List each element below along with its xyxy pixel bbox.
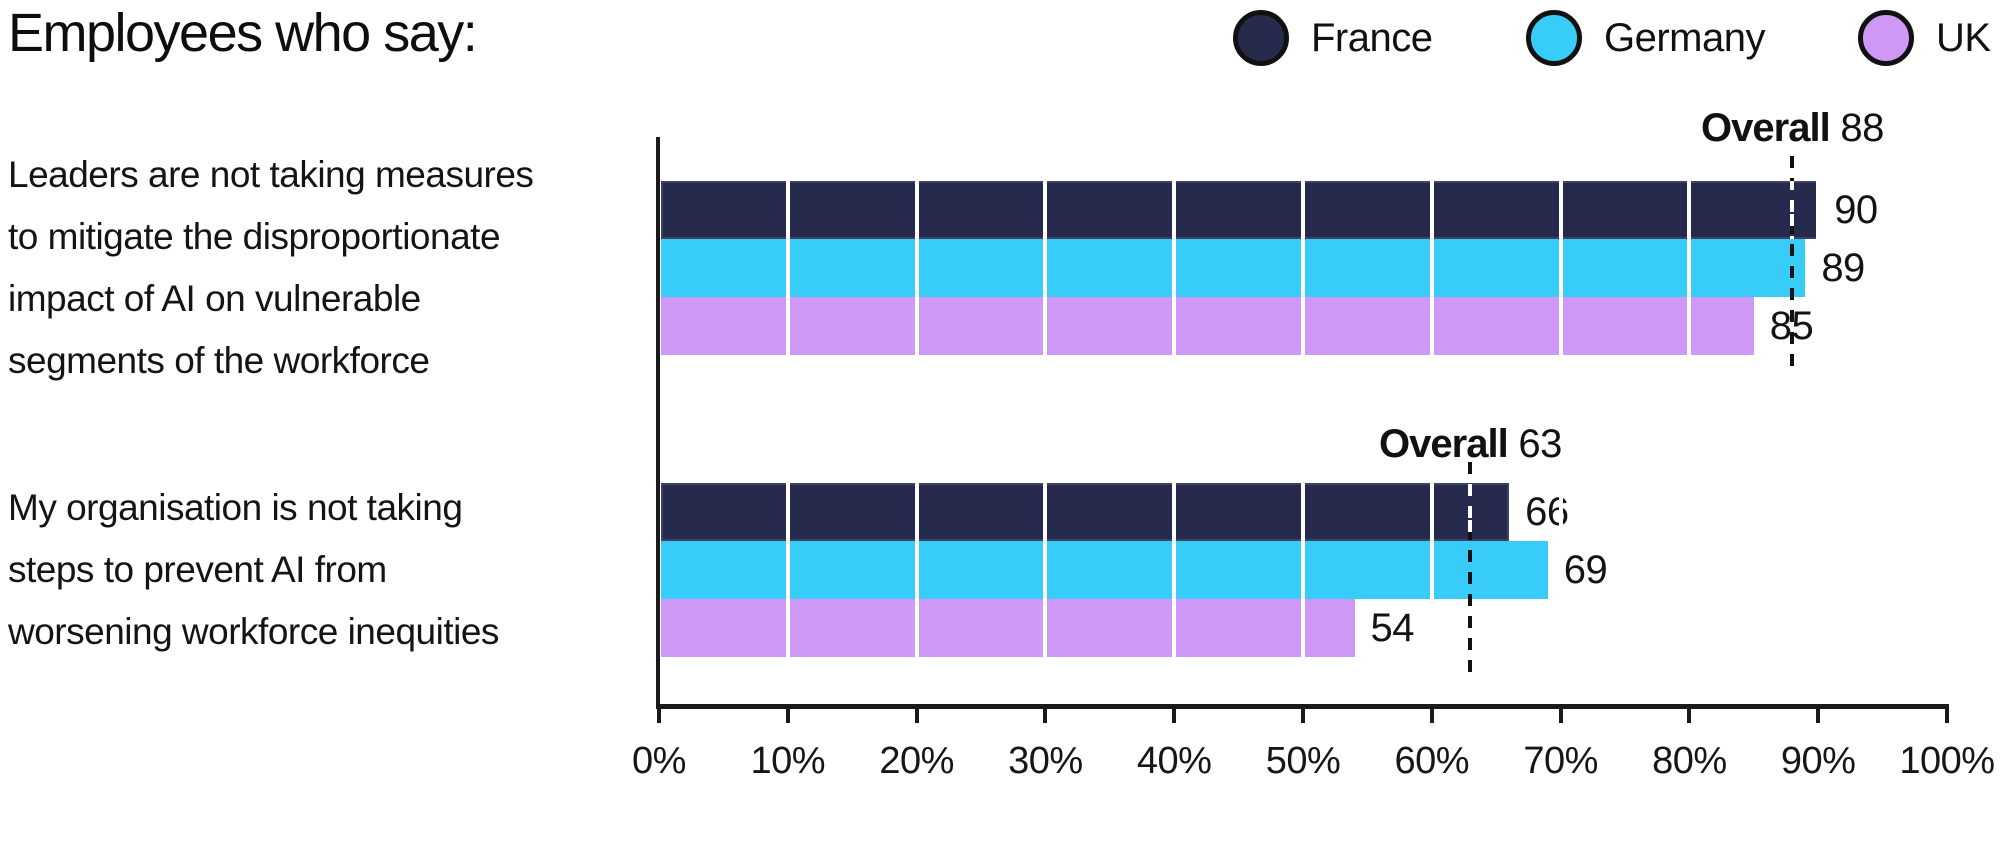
overall-value: 63	[1518, 422, 1562, 466]
x-tick	[1945, 709, 1949, 723]
overall-word: Overall	[1379, 422, 1509, 466]
legend-item-uk: UK	[1858, 10, 1991, 66]
x-tick	[1429, 709, 1434, 723]
overall-label: Overall 88	[1572, 106, 2000, 151]
legend-label-germany: Germany	[1604, 15, 1766, 60]
white-gridline	[914, 181, 919, 355]
bar-uk	[661, 297, 1754, 355]
white-gridline	[1558, 181, 1563, 355]
x-tick-label: 100%	[1899, 740, 1995, 782]
france-legend-dot-icon	[1233, 10, 1289, 66]
value-label: 89	[1821, 246, 1865, 290]
bar-germany	[661, 541, 1548, 599]
white-gridline	[1816, 483, 1821, 657]
white-gridline	[1301, 483, 1305, 657]
x-tick-label: 70%	[1523, 740, 1598, 782]
x-tick-label: 40%	[1136, 740, 1212, 782]
overall-word: Overall	[1701, 106, 1831, 150]
x-tick	[1043, 709, 1048, 723]
white-gridline	[1429, 181, 1434, 355]
dashed-overall-line-navy-segment	[1790, 181, 1795, 239]
legend-label-uk: UK	[1936, 15, 1991, 60]
value-label: 54	[1370, 606, 1415, 650]
y-axis-line	[656, 137, 660, 709]
white-gridline	[785, 181, 790, 355]
x-tick-label: 90%	[1780, 740, 1856, 782]
x-tick	[657, 709, 661, 723]
germany-legend-dot-icon	[1526, 10, 1582, 66]
white-gridline	[1687, 181, 1692, 355]
legend-item-france: France	[1233, 10, 1433, 66]
white-gridline	[1043, 483, 1048, 657]
bar-germany	[661, 239, 1806, 297]
x-tick-label: 30%	[1008, 740, 1083, 782]
value-label: 69	[1563, 548, 1608, 592]
chart-title: Employees who say:	[8, 3, 478, 63]
x-tick	[1687, 709, 1692, 723]
white-gridline	[1429, 483, 1434, 657]
x-tick	[1816, 709, 1821, 723]
x-tick-label: 60%	[1394, 740, 1470, 782]
overall-label: Overall 63	[1250, 422, 1690, 467]
legend-label-france: France	[1311, 15, 1433, 60]
white-gridline	[1301, 181, 1305, 355]
white-gridline	[1816, 181, 1821, 355]
white-gridline	[1043, 181, 1048, 355]
value-label: 90	[1834, 188, 1878, 232]
x-tick	[1172, 709, 1177, 723]
white-gridline	[785, 483, 790, 657]
x-tick-label: 0%	[632, 740, 686, 782]
x-tick	[1558, 709, 1563, 723]
x-tick-label: 80%	[1652, 740, 1727, 782]
bar-france	[661, 483, 1510, 541]
x-tick	[785, 709, 790, 723]
white-gridline	[1558, 483, 1563, 657]
white-gridline	[1172, 181, 1177, 355]
bar-france	[661, 181, 1819, 239]
x-tick	[1301, 709, 1305, 723]
bar-uk	[661, 599, 1355, 657]
uk-legend-dot-icon	[1858, 10, 1914, 66]
white-gridline	[914, 483, 919, 657]
white-gridline	[1172, 483, 1177, 657]
x-tick-label: 50%	[1265, 740, 1341, 782]
x-tick-label: 20%	[879, 740, 954, 782]
x-tick	[914, 709, 919, 723]
dashed-overall-line	[1468, 462, 1473, 672]
x-axis-line	[656, 704, 1949, 709]
category-label: Leaders are not taking measures to mitiga…	[8, 154, 534, 381]
dashed-overall-line	[1790, 156, 1795, 374]
category-label: My organisation is not taking steps to pr…	[8, 487, 499, 652]
white-gridline	[1687, 483, 1692, 657]
dashed-overall-line-navy-segment	[1468, 483, 1473, 541]
legend-item-germany: Germany	[1526, 10, 1766, 66]
overall-value: 88	[1840, 106, 1884, 150]
x-tick-label: 10%	[750, 740, 826, 782]
